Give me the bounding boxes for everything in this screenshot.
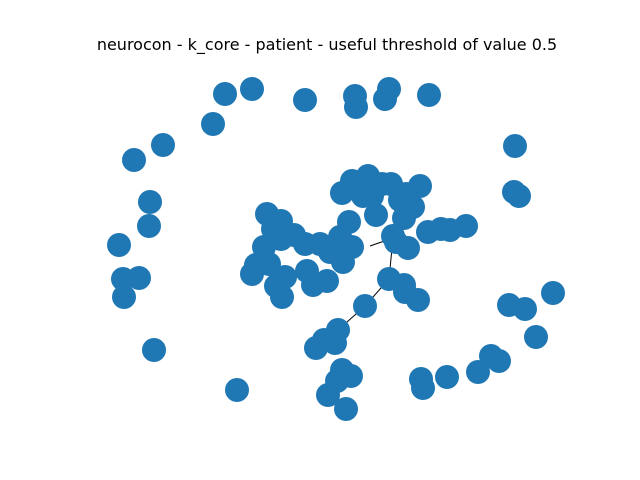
graph-node xyxy=(127,266,151,290)
graph-node xyxy=(435,365,459,389)
graph-node xyxy=(466,360,490,384)
graph-node xyxy=(392,206,416,230)
graph-node xyxy=(360,184,384,208)
graph-node xyxy=(377,77,401,101)
graph-node xyxy=(411,376,435,400)
graph-node xyxy=(138,190,162,214)
graph-node xyxy=(507,184,531,208)
graph-node xyxy=(201,112,225,136)
graph-node xyxy=(142,338,166,362)
graph-node xyxy=(503,134,527,158)
graph-node xyxy=(339,364,363,388)
graph-node xyxy=(364,203,388,227)
graph-node xyxy=(487,349,511,373)
graph-node xyxy=(304,336,328,360)
graph-node xyxy=(388,188,412,212)
graph-node xyxy=(513,297,537,321)
graph-node xyxy=(257,252,281,276)
graph-node xyxy=(213,82,237,106)
graph-node xyxy=(331,250,355,274)
graph-node xyxy=(454,214,478,238)
graph-node xyxy=(255,202,279,226)
graph-node xyxy=(406,288,430,312)
graph-node xyxy=(334,397,358,421)
graph-node xyxy=(107,233,131,257)
graph-node xyxy=(270,285,294,309)
graph-node xyxy=(541,281,565,305)
graph-node xyxy=(151,133,175,157)
graph-node xyxy=(137,214,161,238)
graph-node xyxy=(323,331,347,355)
graph-node xyxy=(524,325,548,349)
graph-node xyxy=(122,148,146,172)
graph-node xyxy=(225,378,249,402)
graph-node xyxy=(417,83,441,107)
graph-node xyxy=(353,294,377,318)
graph-node xyxy=(112,285,136,309)
graph-node xyxy=(396,236,420,260)
graph-node xyxy=(295,259,319,283)
node-layer xyxy=(107,77,565,421)
graph-node xyxy=(293,88,317,112)
graph-node xyxy=(344,95,368,119)
graph-node xyxy=(240,77,264,101)
figure-title: neurocon - k_core - patient - useful thr… xyxy=(97,35,557,55)
